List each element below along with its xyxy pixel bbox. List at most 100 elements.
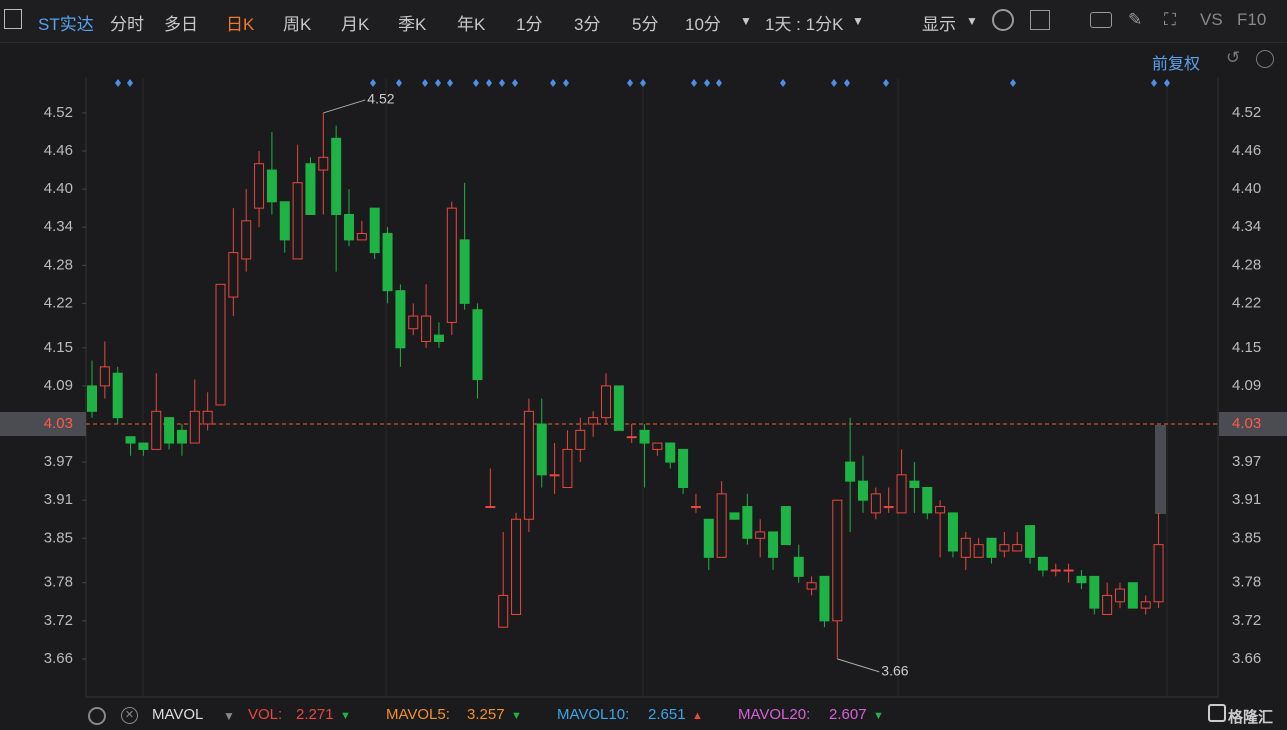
tab[interactable]: 10分 — [685, 15, 721, 34]
y-tick-label: 4.22 — [1232, 294, 1261, 311]
candle-body — [883, 506, 894, 509]
tab[interactable]: 日K — [226, 15, 255, 34]
candle-body — [935, 506, 946, 514]
box-icon[interactable] — [1030, 10, 1050, 30]
candle-body — [523, 410, 534, 520]
candle-body — [446, 207, 457, 323]
candle-body — [947, 512, 958, 552]
candle-body — [626, 436, 637, 439]
fullscreen-icon[interactable]: ⛶ — [1164, 10, 1176, 29]
candle-body — [176, 429, 187, 444]
candle-body — [254, 163, 265, 209]
candle-body — [678, 448, 689, 488]
y-tick-label: 4.09 — [1232, 377, 1261, 394]
candle-body — [1037, 556, 1048, 571]
mavol5-value: 3.257 — [467, 706, 505, 723]
tab[interactable]: 季K — [398, 15, 427, 34]
dropdown[interactable]: ▼ — [966, 14, 978, 28]
tab[interactable]: 1分 — [516, 15, 543, 34]
y-tick-label: 4.52 — [44, 104, 73, 121]
candle-body — [241, 220, 252, 260]
candle-body — [742, 506, 753, 539]
settings-icon[interactable] — [88, 707, 106, 725]
candle-body — [1076, 575, 1087, 584]
annotation-leader — [837, 658, 880, 673]
candle-body — [472, 309, 483, 381]
y-tick-label: 3.85 — [1232, 529, 1261, 546]
dropdown[interactable]: ▼ — [740, 14, 752, 28]
candle-body — [433, 334, 444, 342]
date-separators — [142, 78, 1168, 697]
period-select[interactable]: 1天 : 1分K — [765, 15, 844, 34]
candle-body — [1025, 525, 1036, 558]
arrow-up: ▲ — [692, 710, 703, 722]
tab[interactable]: 3分 — [574, 15, 601, 34]
candle-body — [511, 518, 522, 615]
logo: 格隆汇 — [1228, 709, 1274, 726]
y-tick-label: 3.78 — [1232, 574, 1261, 591]
y-tick-label: 4.46 — [44, 142, 73, 159]
mavol10-label: MAVOL10: — [557, 706, 630, 723]
f10-button[interactable]: F10 — [1237, 10, 1267, 29]
dropdown[interactable]: ▼ — [223, 709, 235, 723]
live-price-bar — [1155, 425, 1166, 514]
candle-body — [228, 252, 239, 298]
candle-body — [318, 156, 329, 171]
y-tick-label: 3.78 — [44, 574, 73, 591]
y-tick-label: 3.85 — [44, 529, 73, 546]
mavol10-value: 2.651 — [648, 706, 686, 723]
candle-body — [266, 169, 277, 203]
candle-body — [382, 233, 393, 292]
candle-body — [832, 499, 843, 622]
candle-body — [498, 594, 509, 628]
tab[interactable]: 年K — [457, 15, 486, 34]
arrow-down: ▼ — [873, 710, 884, 722]
menu-icon[interactable] — [4, 9, 22, 29]
candle-body — [909, 480, 920, 488]
candle-body — [845, 461, 856, 482]
y-tick-label: 3.91 — [1232, 491, 1261, 508]
tab[interactable]: 5分 — [632, 15, 659, 34]
mavol20-label: MAVOL20: — [738, 706, 811, 723]
tab[interactable]: 周K — [283, 15, 312, 34]
candle-body — [356, 233, 367, 241]
camera-icon[interactable] — [1090, 12, 1112, 28]
vol-label: VOL: — [248, 706, 283, 723]
tab[interactable]: 月K — [341, 15, 370, 34]
y-tick-label: 4.03 — [1232, 415, 1261, 432]
tab[interactable]: 分时 — [110, 15, 144, 34]
y-tick-label: 4.15 — [1232, 339, 1261, 356]
y-tick-label: 4.15 — [44, 339, 73, 356]
y-tick-label: 4.52 — [1232, 104, 1261, 121]
candle-body — [973, 544, 984, 558]
y-tick-label: 3.97 — [44, 453, 73, 470]
y-tick-label: 3.66 — [1232, 650, 1261, 667]
dropdown[interactable]: ▼ — [852, 14, 864, 28]
settings-icon[interactable] — [992, 9, 1014, 31]
vs-button[interactable]: VS — [1200, 10, 1223, 29]
annotation: 3.66 — [881, 663, 908, 679]
candle-body — [665, 442, 676, 463]
candle-body — [395, 290, 406, 349]
candle-body — [1153, 544, 1164, 603]
indicator-name[interactable]: MAVOL — [152, 706, 204, 723]
stock-name[interactable]: ST实达 — [38, 15, 94, 34]
candle-body — [999, 544, 1010, 552]
y-tick-label: 4.40 — [44, 180, 73, 197]
arrow-down: ▼ — [511, 710, 522, 722]
pen-icon[interactable]: ✎ — [1128, 10, 1143, 29]
candle-body — [1127, 582, 1138, 609]
tab[interactable]: 多日 — [164, 15, 198, 34]
candle-body — [896, 474, 907, 514]
candle-body — [459, 239, 470, 304]
close-icon[interactable]: ✕ — [121, 707, 138, 724]
candle-body — [408, 315, 419, 330]
candle-body — [344, 213, 354, 241]
candle-body — [960, 537, 971, 558]
adjust-button[interactable]: 前复权 — [1152, 56, 1201, 73]
undo-icon[interactable]: ↺ — [1226, 48, 1241, 67]
display-button[interactable]: 显示 — [922, 15, 956, 34]
y-tick-label: 3.97 — [1232, 453, 1261, 470]
collapse-icon[interactable] — [1256, 50, 1274, 68]
